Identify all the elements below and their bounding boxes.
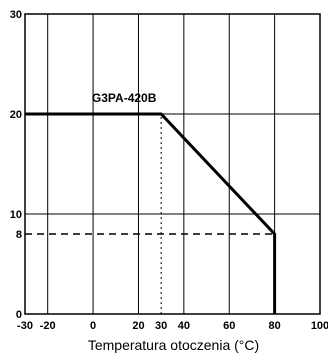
series-label: G3PA-420B <box>92 91 157 105</box>
reference-lines-layer <box>25 114 275 314</box>
y-tick-label: 0 <box>16 309 22 321</box>
data-point <box>274 233 276 235</box>
x-tick-labels: -30 -20 0 20 30 40 60 80 100 <box>17 320 328 332</box>
y-tick-label: 10 <box>10 209 22 221</box>
y-tick-label: 8 <box>16 229 22 241</box>
x-tick-label: 60 <box>223 320 235 332</box>
x-tick-label: -20 <box>40 320 56 332</box>
y-tick-label: 20 <box>10 109 22 121</box>
data-point <box>160 113 162 115</box>
x-tick-label: 20 <box>132 320 144 332</box>
grid-layer <box>25 14 320 314</box>
x-tick-label: 100 <box>311 320 328 332</box>
plot-frame <box>24 13 321 315</box>
x-axis-label: Temperatura otoczenia (°C) <box>88 337 259 353</box>
x-tick-label: 80 <box>268 320 280 332</box>
series-line <box>25 112 277 314</box>
y-tick-label: 30 <box>10 9 22 21</box>
x-tick-label: -30 <box>17 320 33 332</box>
x-tick-label: 30 <box>155 320 167 332</box>
y-tick-labels: 0 8 10 20 30 <box>10 9 22 321</box>
x-tick-label: 0 <box>90 320 96 332</box>
x-tick-label: 40 <box>178 320 190 332</box>
